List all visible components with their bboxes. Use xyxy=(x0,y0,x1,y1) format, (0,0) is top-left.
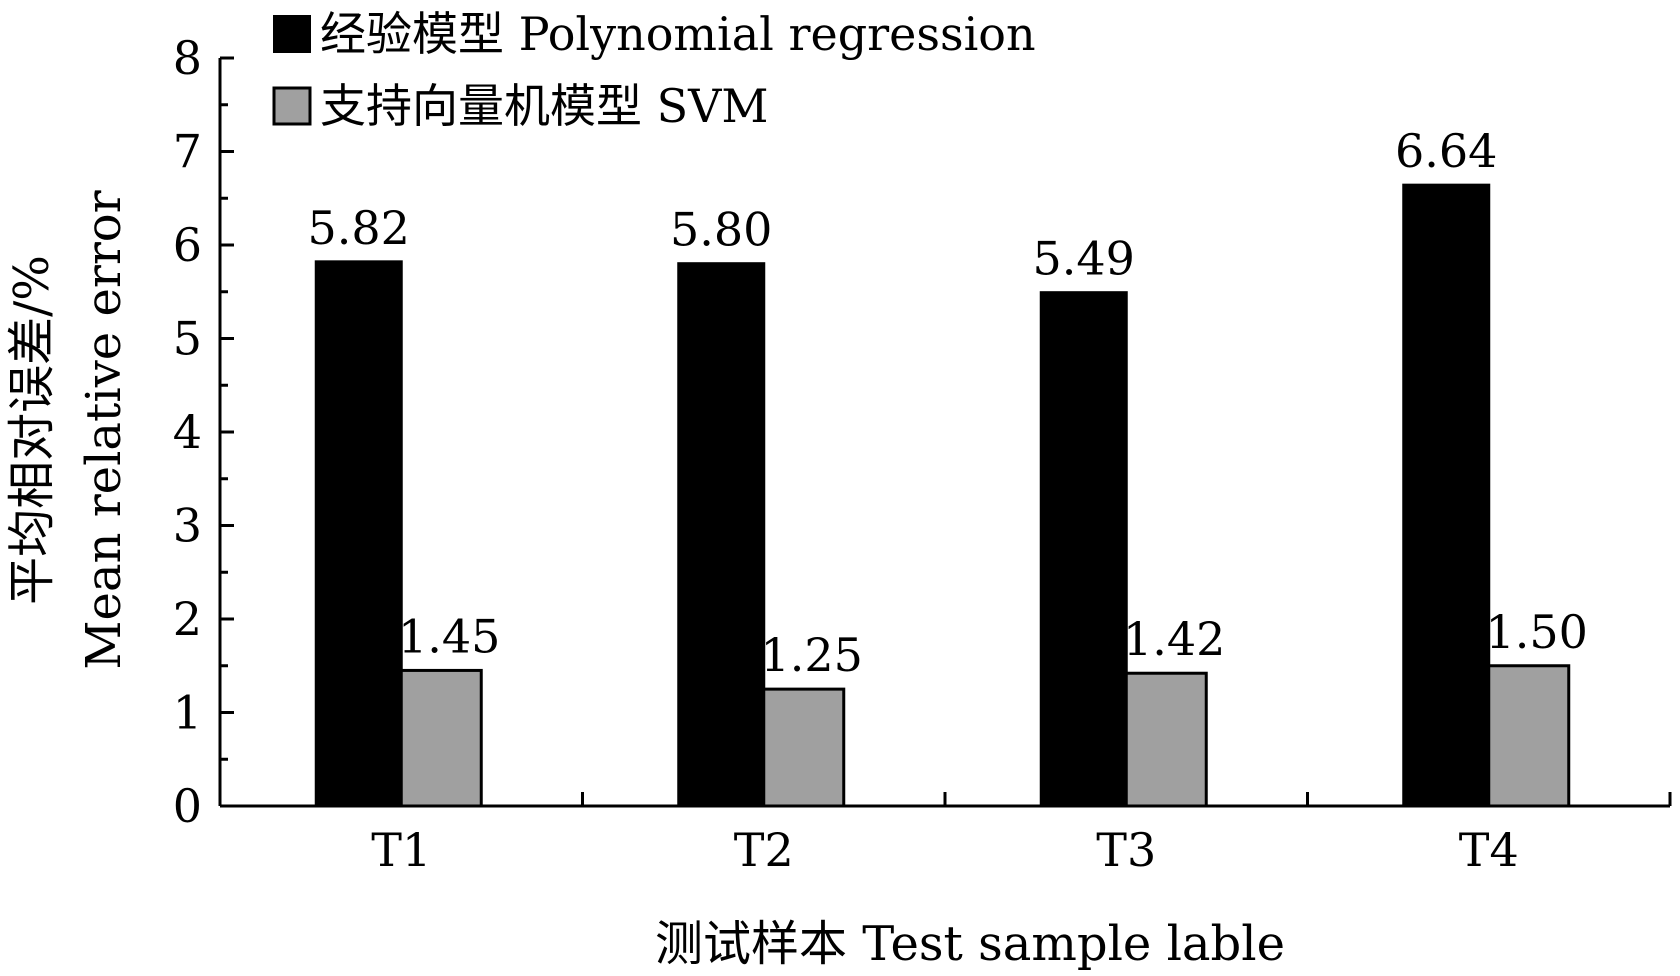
y-tick-label: 5 xyxy=(173,312,202,366)
legend-swatch-svm xyxy=(272,86,312,126)
legend-swatch-polynomial xyxy=(273,15,311,53)
bar-svm-t1 xyxy=(399,668,483,808)
data-label-polynomial-t1: 5.82 xyxy=(308,201,410,255)
y-tick-label: 7 xyxy=(173,125,202,179)
bar-polynomial-t1 xyxy=(314,260,403,808)
bar-polynomial-t3 xyxy=(1039,291,1128,808)
y-tick-label: 3 xyxy=(173,499,202,553)
x-tick-label-t4: T4 xyxy=(1459,823,1519,877)
y-axis-title-en: Mean relative error xyxy=(76,190,132,669)
y-tick-label: 2 xyxy=(173,592,202,646)
data-label-polynomial-t2: 5.80 xyxy=(670,203,772,257)
data-label-polynomial-t3: 5.49 xyxy=(1033,232,1135,286)
x-tick-label-t3: T3 xyxy=(1096,823,1156,877)
legend-label-polynomial: 经验模型 Polynomial regression xyxy=(320,7,1036,61)
x-ticks: T1 T2 T3 T4 xyxy=(371,792,1672,877)
data-label-svm-t3: 1.42 xyxy=(1123,612,1225,666)
legend-label-svm: 支持向量机模型 SVM xyxy=(320,79,768,133)
data-label-svm-t1: 1.45 xyxy=(398,609,500,663)
x-tick-label-t2: T2 xyxy=(734,823,794,877)
data-labels: 5.82 1.45 5.80 1.25 5.49 1.42 6.64 1.50 xyxy=(308,124,1588,682)
y-tick-label: 0 xyxy=(173,779,202,833)
y-tick-label: 6 xyxy=(173,218,202,272)
x-tick-label-t1: T1 xyxy=(371,823,431,877)
y-tick-label: 4 xyxy=(173,405,202,459)
bar-svm-t3 xyxy=(1124,671,1208,808)
bar-polynomial-t4 xyxy=(1402,183,1491,808)
y-tick-label: 8 xyxy=(173,31,202,85)
x-axis-title: 测试样本 Test sample lable xyxy=(655,916,1285,972)
y-axis-title-cn: 平均相对误差/% xyxy=(4,255,60,605)
bars xyxy=(314,183,1571,808)
data-label-polynomial-t4: 6.64 xyxy=(1395,124,1497,178)
y-ticks: 0 1 2 3 4 5 6 7 8 xyxy=(173,31,234,833)
data-label-svm-t4: 1.50 xyxy=(1486,605,1588,659)
y-tick-label: 1 xyxy=(173,686,202,740)
data-label-svm-t2: 1.25 xyxy=(761,628,863,682)
bar-svm-t2 xyxy=(762,687,846,808)
bar-polynomial-t2 xyxy=(677,262,766,808)
legend: 经验模型 Polynomial regression 支持向量机模型 SVM xyxy=(272,7,1036,133)
bar-svm-t4 xyxy=(1487,664,1571,808)
